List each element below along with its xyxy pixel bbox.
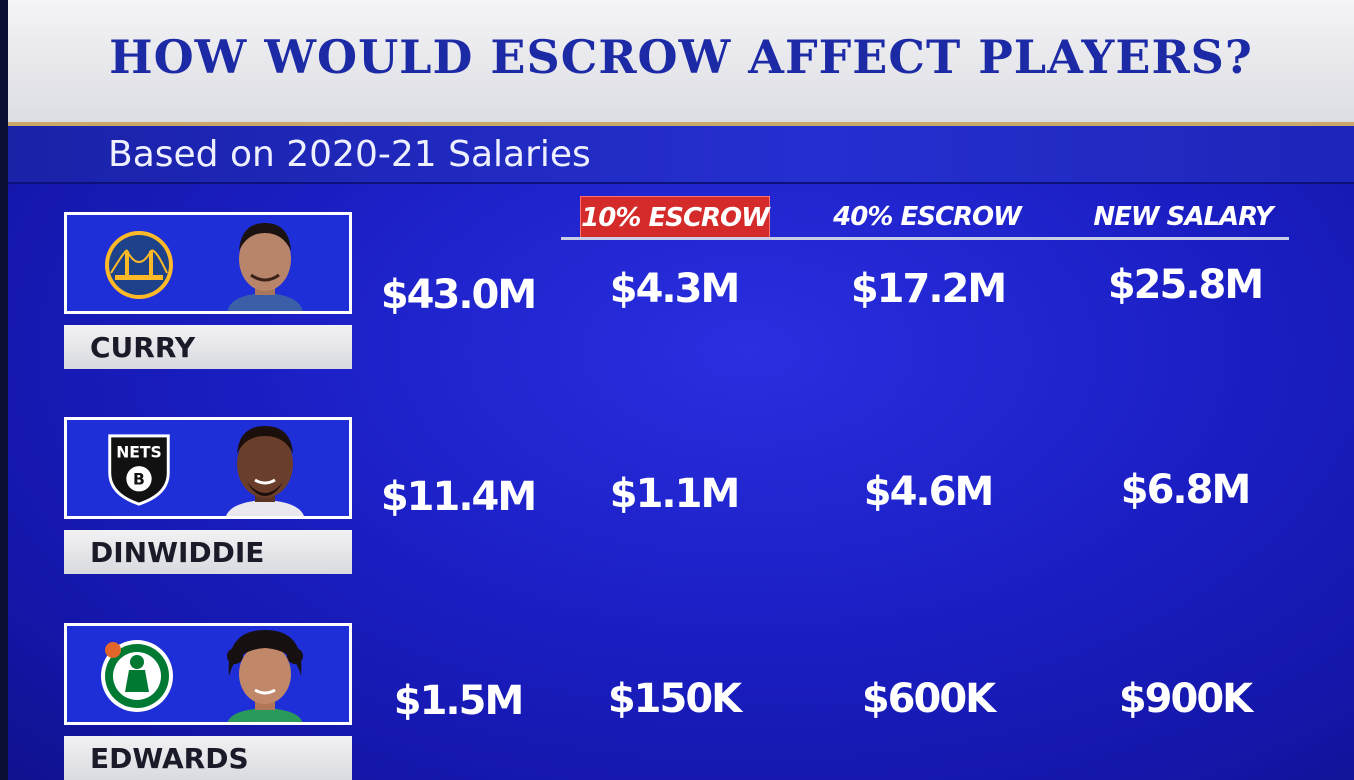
player-photo-dinwiddie-icon	[225, 426, 305, 516]
salary-dinwiddie: $11.4M	[380, 474, 537, 520]
column-header-40-escrow: 40% ESCROW	[833, 202, 1022, 232]
escrow-40-dinwiddie: $4.6M	[863, 469, 995, 515]
new-salary-dinwiddie: $6.8M	[1120, 467, 1252, 513]
title-bar: HOW WOULD ESCROW AFFECT PLAYERS?	[8, 0, 1354, 126]
subtitle-bar: Based on 2020-21 Salaries	[8, 126, 1354, 184]
escrow-10-edwards: $150K	[607, 676, 742, 722]
player-card-edwards	[64, 623, 352, 725]
escrow-10-dinwiddie: $1.1M	[609, 471, 741, 517]
player-card-dinwiddie: NETS B	[64, 417, 352, 519]
column-header-new-salary: NEW SALARY	[1093, 202, 1273, 232]
graphic-subtitle: Based on 2020-21 Salaries	[108, 134, 591, 175]
svg-text:NETS: NETS	[116, 443, 162, 461]
column-header-10-escrow: 10% ESCROW	[580, 196, 770, 240]
nets-logo-icon: NETS B	[108, 434, 170, 506]
header-divider	[561, 237, 1289, 240]
player-photo-edwards-icon	[227, 630, 303, 722]
player-card-curry	[64, 212, 352, 314]
graphic-title: HOW WOULD ESCROW AFFECT PLAYERS?	[109, 30, 1253, 84]
escrow-40-curry: $17.2M	[850, 266, 1007, 312]
player-name-curry: CURRY	[64, 325, 352, 369]
warriors-logo-icon	[105, 231, 173, 299]
player-name-edwards: EDWARDS	[64, 736, 352, 780]
salary-edwards: $1.5M	[393, 678, 525, 724]
player-photo-curry-icon	[227, 223, 303, 311]
broadcast-graphic: HOW WOULD ESCROW AFFECT PLAYERS? Based o…	[8, 0, 1354, 780]
new-salary-edwards: $900K	[1118, 676, 1253, 722]
escrow-10-curry: $4.3M	[609, 266, 741, 312]
svg-text:B: B	[133, 471, 145, 489]
salary-curry: $43.0M	[380, 272, 537, 318]
celtics-logo-icon	[101, 640, 173, 712]
player-name-dinwiddie: DINWIDDIE	[64, 530, 352, 574]
escrow-40-edwards: $600K	[861, 676, 996, 722]
new-salary-curry: $25.8M	[1107, 262, 1264, 308]
